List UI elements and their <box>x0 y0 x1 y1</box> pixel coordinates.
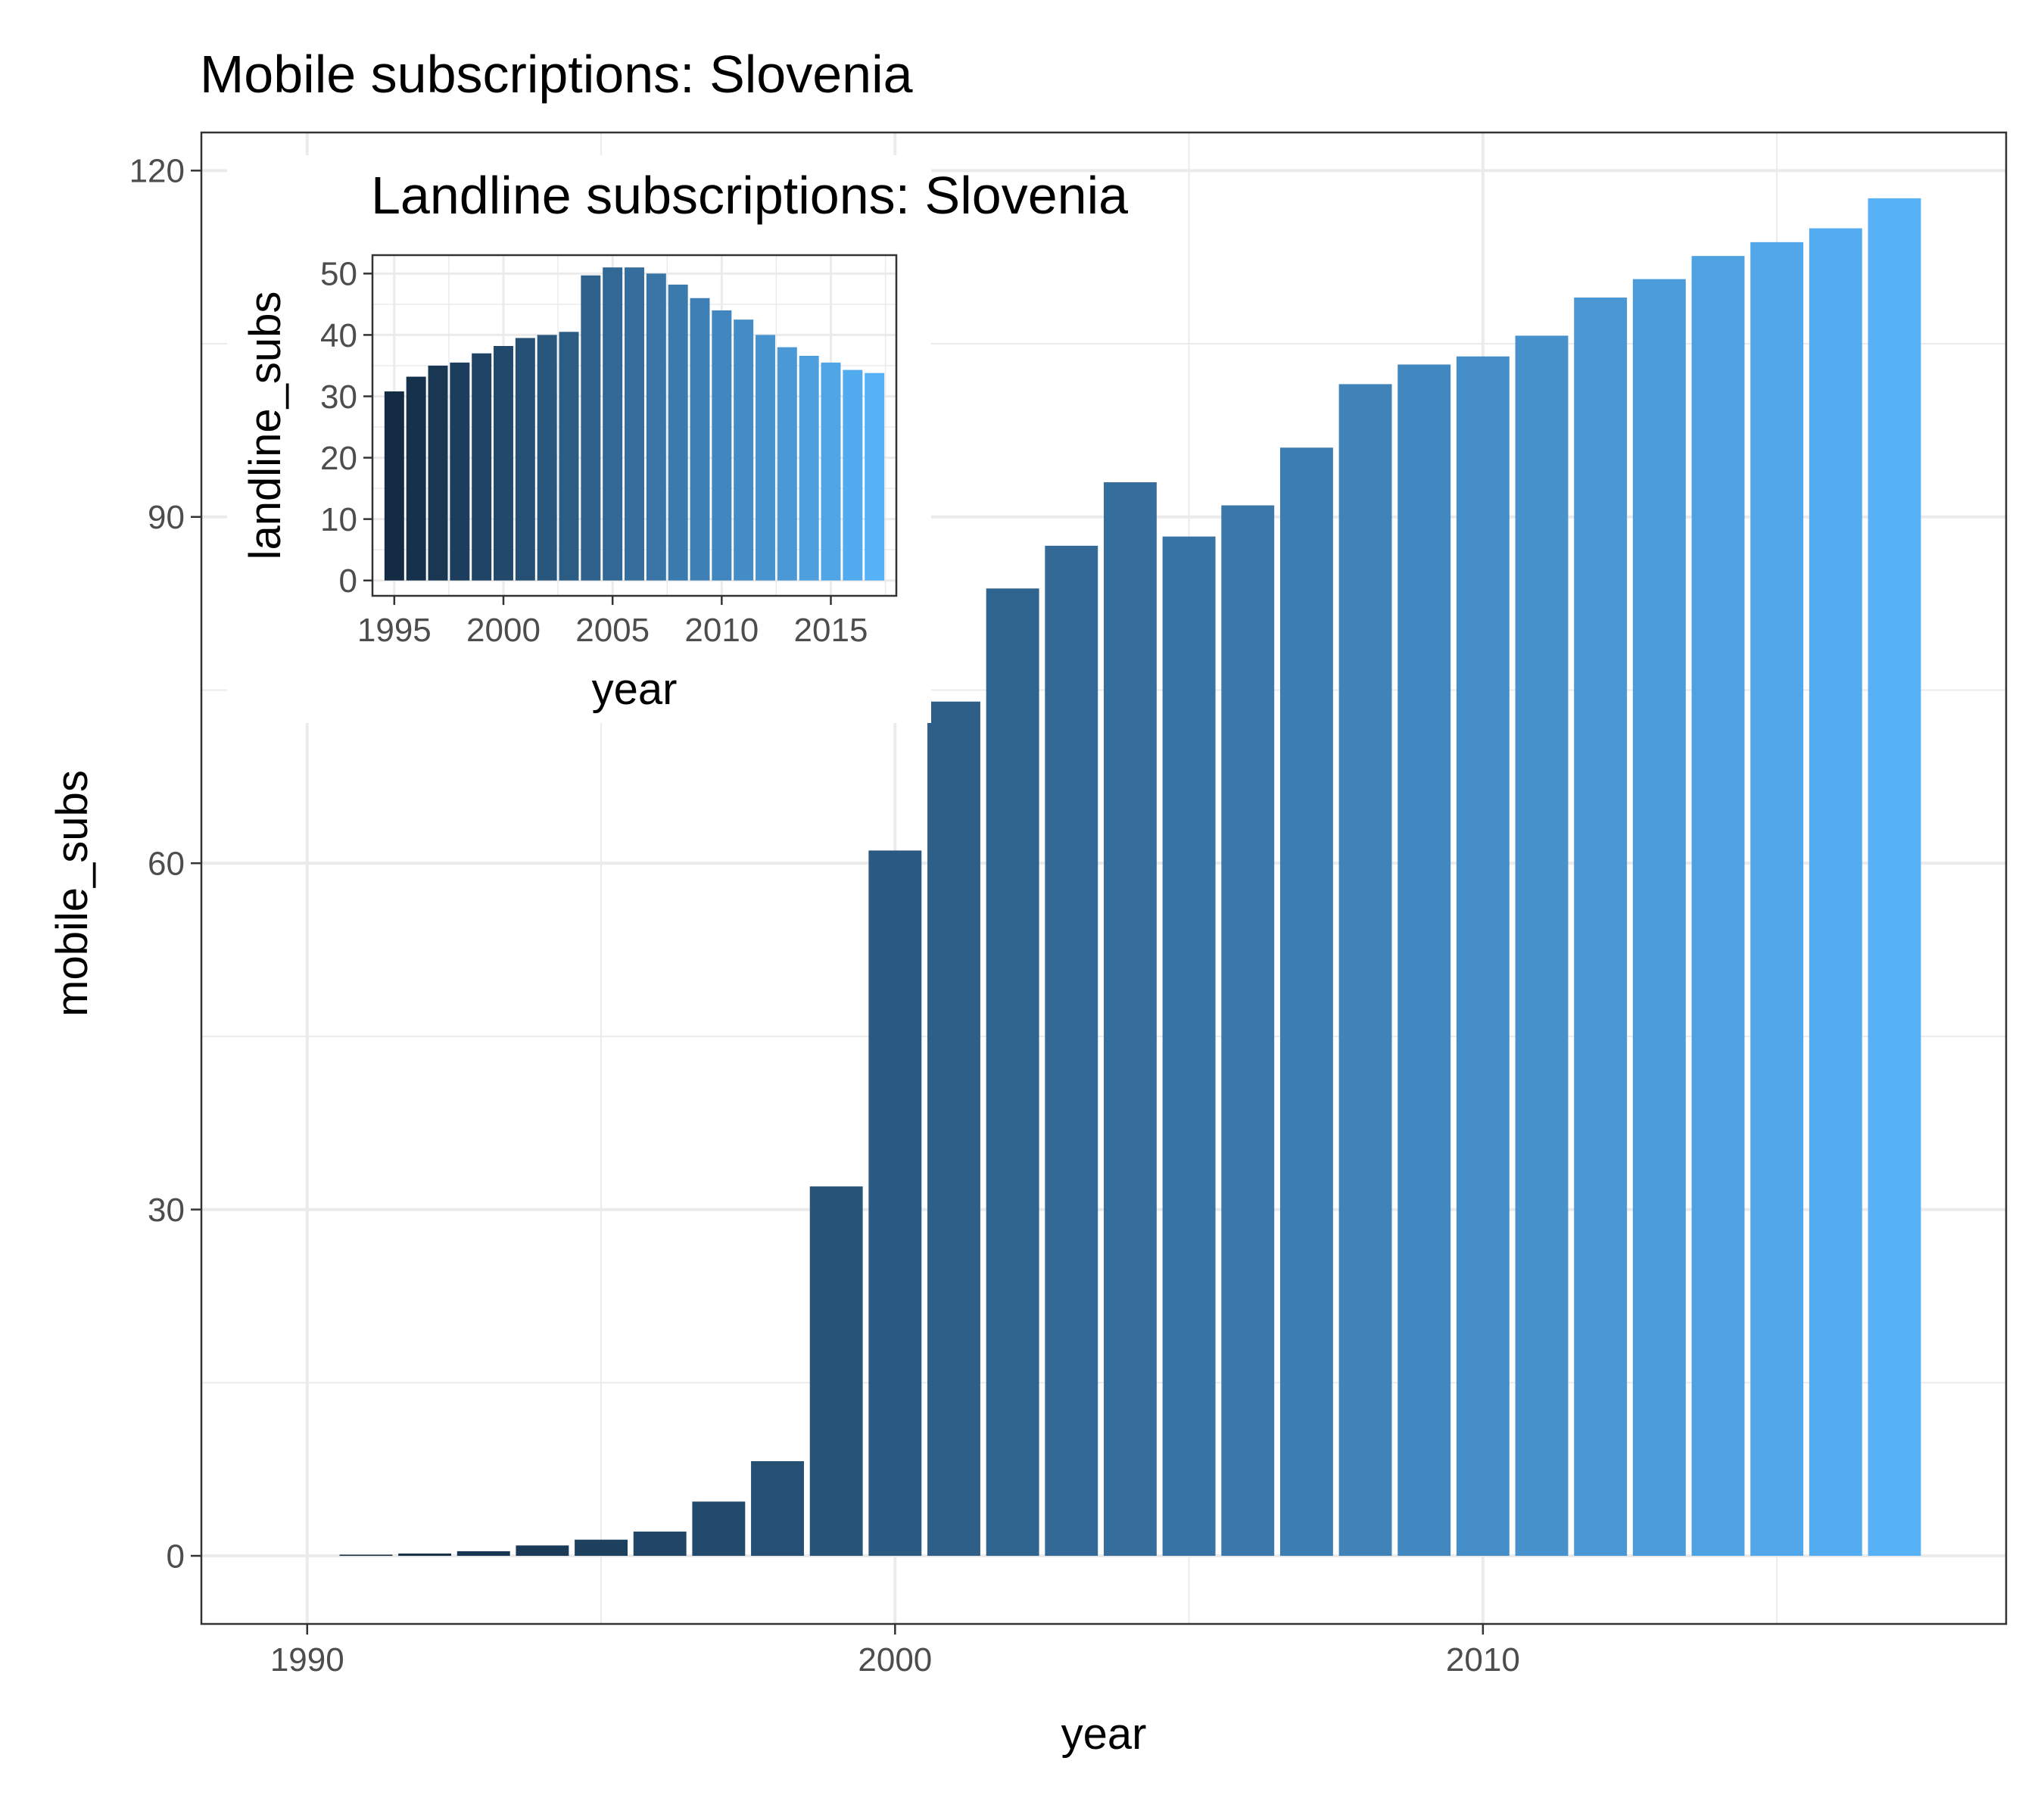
bar-2014 <box>799 355 819 581</box>
main-chart-title: Mobile subscriptions: Slovenia <box>200 45 913 104</box>
bar-2002 <box>537 335 557 581</box>
y-tick-label: 120 <box>129 153 185 190</box>
bar-2005 <box>1162 536 1216 1557</box>
inset-chart-title: Landline subscriptions: Slovenia <box>371 166 1128 225</box>
bar-2000 <box>868 850 922 1557</box>
y-tick-label: 10 <box>320 501 357 538</box>
bar-1995 <box>575 1539 628 1557</box>
bar-2014 <box>1691 256 1745 1557</box>
bar-2011 <box>1515 335 1569 1557</box>
bar-2017 <box>1868 198 1921 1557</box>
bar-2011 <box>734 319 754 581</box>
bar-2001 <box>515 338 535 581</box>
y-tick-label: 0 <box>167 1538 185 1575</box>
x-tick-label: 2000 <box>858 1641 932 1678</box>
bar-2001 <box>927 701 980 1557</box>
main-x-axis: 1990 2000 2010 <box>270 1624 1520 1678</box>
main-bars <box>339 198 1921 1557</box>
bar-2009 <box>1397 364 1451 1557</box>
bar-2002 <box>986 588 1039 1557</box>
bar-2007 <box>1279 447 1333 1557</box>
bar-2006 <box>625 267 644 581</box>
x-tick-label: 2010 <box>684 612 759 649</box>
x-tick-label: 1995 <box>357 612 432 649</box>
bar-2004 <box>581 275 601 581</box>
y-tick-label: 30 <box>320 379 357 416</box>
bar-2006 <box>1221 505 1275 1557</box>
inset-x-axis-title: year <box>592 665 678 714</box>
y-tick-label: 30 <box>148 1192 185 1229</box>
x-tick-label: 2005 <box>575 612 650 649</box>
bar-2012 <box>1574 298 1628 1557</box>
x-tick-label: 2010 <box>1446 1641 1520 1678</box>
bar-1997 <box>692 1501 746 1557</box>
inset-bars <box>384 267 885 581</box>
bar-1991 <box>339 1554 393 1557</box>
bar-1993 <box>456 1551 510 1557</box>
bar-2008 <box>1338 384 1392 1557</box>
bar-1998 <box>751 1461 804 1557</box>
bar-2017 <box>865 372 885 581</box>
bar-1995 <box>384 391 404 581</box>
inset-chart: 0 10 20 30 40 50 1995 2000 2005 2010 2015 Landlin… <box>227 155 1128 723</box>
bar-1998 <box>450 362 470 581</box>
inset-x-axis: 1995 2000 2005 2010 2015 <box>357 596 868 649</box>
bar-2013 <box>777 347 797 581</box>
bar-2004 <box>1104 482 1157 1557</box>
bar-2003 <box>1045 545 1098 1557</box>
y-tick-label: 50 <box>320 256 357 293</box>
bar-2010 <box>712 310 732 581</box>
main-y-axis-title: mobile_subs <box>48 770 97 1017</box>
inset-y-axis-title: landline_subs <box>241 291 290 560</box>
bar-2015 <box>1750 242 1804 1557</box>
bar-2005 <box>603 267 623 581</box>
bar-2013 <box>1632 279 1686 1557</box>
bar-1999 <box>809 1186 863 1557</box>
main-y-axis: 0 30 60 90 120 <box>129 153 201 1575</box>
y-tick-label: 20 <box>320 440 357 477</box>
inset-y-axis: 0 10 20 30 40 50 <box>320 256 372 600</box>
x-tick-label: 2015 <box>794 612 868 649</box>
bar-2010 <box>1456 356 1510 1557</box>
bar-2003 <box>559 332 579 581</box>
y-tick-label: 40 <box>320 317 357 354</box>
bar-2016 <box>1809 228 1862 1557</box>
bar-2007 <box>646 273 666 581</box>
bar-1996 <box>406 376 426 581</box>
bar-2012 <box>756 335 775 581</box>
bar-2015 <box>821 362 841 581</box>
bar-1999 <box>472 353 492 581</box>
bar-2008 <box>668 284 688 581</box>
bar-1996 <box>633 1532 687 1557</box>
bar-2000 <box>494 346 513 581</box>
bar-1992 <box>398 1553 452 1557</box>
main-x-axis-title: year <box>1061 1709 1147 1759</box>
main-panel-border <box>200 131 2008 1625</box>
y-tick-label: 60 <box>148 846 185 883</box>
bar-2009 <box>690 298 710 581</box>
bar-2016 <box>843 369 863 581</box>
bar-1997 <box>428 365 448 581</box>
inset-panel-border <box>371 254 898 597</box>
y-tick-label: 0 <box>339 563 357 600</box>
bar-1994 <box>516 1545 569 1557</box>
x-tick-label: 2000 <box>466 612 541 649</box>
x-tick-label: 1990 <box>270 1641 344 1678</box>
y-tick-label: 90 <box>148 499 185 536</box>
